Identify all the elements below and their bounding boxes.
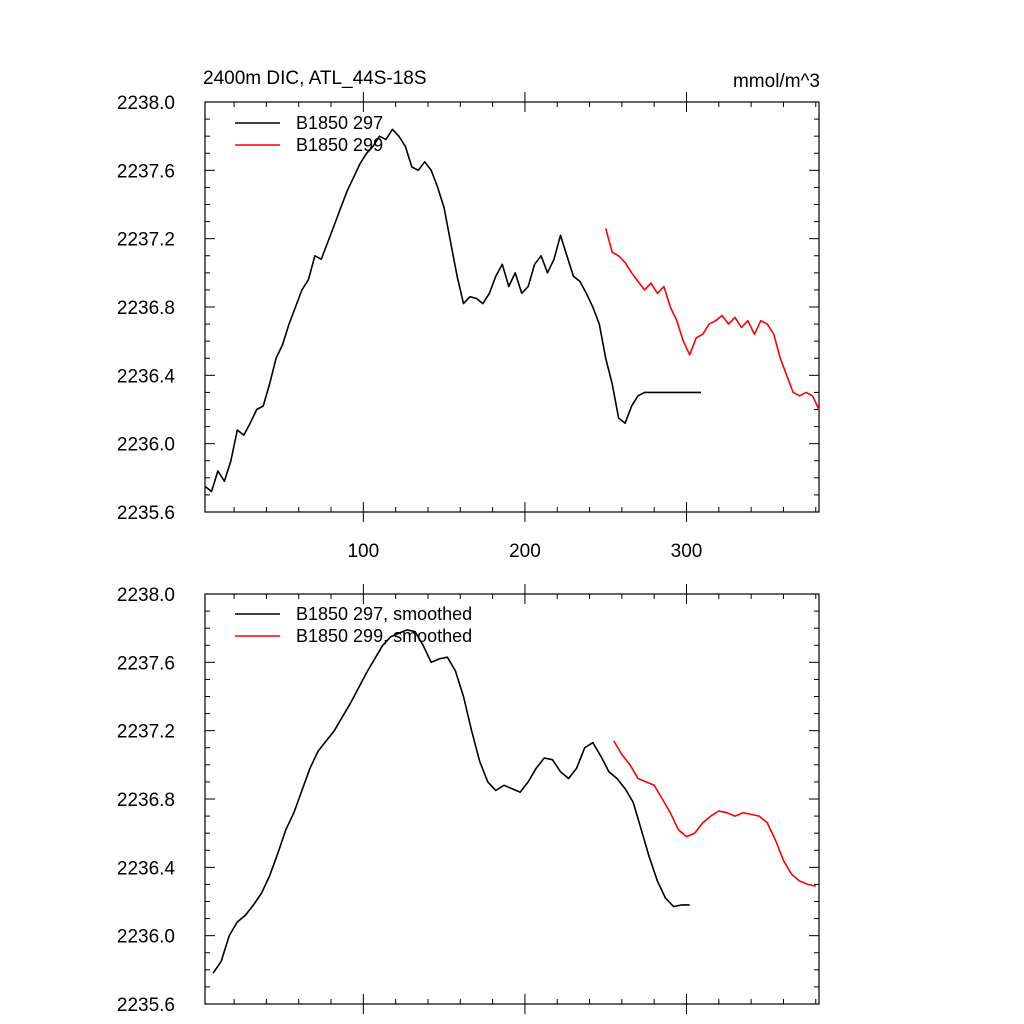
series-line-1 bbox=[204, 128, 701, 493]
y-tick-label: 2236.0 bbox=[117, 435, 175, 456]
y-tick-label: 2236.4 bbox=[117, 858, 176, 879]
y-tick-label: 2236.0 bbox=[117, 927, 175, 948]
top-series-lines bbox=[204, 128, 820, 493]
y-tick-label: 2237.6 bbox=[117, 653, 175, 674]
top-legend: B1850 297 B1850 299 bbox=[235, 113, 383, 155]
x-tick-label: 200 bbox=[509, 541, 541, 562]
series-line-1 bbox=[212, 629, 690, 974]
series-line-2 bbox=[604, 228, 820, 410]
bottom-panel: 2235.6 2236.0 2236.4 2236.8 2237.2 2237.6 2238… bbox=[117, 584, 820, 1016]
y-tick-label: 2237.2 bbox=[117, 230, 175, 251]
x-tick-label: 100 bbox=[347, 541, 379, 562]
y-tick-label: 2237.2 bbox=[117, 722, 175, 743]
bottom-tick-marks bbox=[205, 584, 819, 1014]
y-tick-label: 2238.0 bbox=[117, 585, 175, 606]
x-tick-label: 300 bbox=[671, 541, 703, 562]
y-tick-label: 2237.6 bbox=[117, 161, 175, 182]
bottom-y-tick-labels: 2235.6 2236.0 2236.4 2236.8 2237.2 2237.6 2238… bbox=[117, 585, 176, 1016]
series-line-2 bbox=[613, 740, 816, 887]
legend-label-smoothed-2: B1850 299, smoothed bbox=[296, 626, 472, 646]
bottom-plot-frame bbox=[204, 593, 820, 1005]
top-plot-frame bbox=[204, 101, 820, 513]
y-tick-label: 2236.8 bbox=[117, 298, 175, 319]
top-tick-marks bbox=[205, 92, 819, 522]
bottom-series-lines bbox=[212, 629, 816, 974]
y-tick-label: 2235.6 bbox=[117, 995, 175, 1016]
y-tick-label: 2238.0 bbox=[117, 93, 175, 114]
bottom-legend: B1850 297, smoothed B1850 299, smoothed bbox=[235, 604, 472, 646]
legend-label-series-1: B1850 297 bbox=[296, 113, 383, 133]
units-label: mmol/m^3 bbox=[733, 71, 820, 92]
legend-label-smoothed-1: B1850 297, smoothed bbox=[296, 604, 472, 624]
y-tick-label: 2236.8 bbox=[117, 790, 175, 811]
chart-title: 2400m DIC, ATL_44S-18S bbox=[203, 68, 427, 89]
y-tick-label: 2235.6 bbox=[117, 503, 175, 524]
top-x-tick-labels: 100 200 300 bbox=[347, 541, 702, 562]
y-tick-label: 2236.4 bbox=[117, 366, 176, 387]
top-y-tick-labels: 2235.6 2236.0 2236.4 2236.8 2237.2 2237.6 2238… bbox=[117, 93, 176, 524]
legend-label-series-2: B1850 299 bbox=[296, 135, 383, 155]
top-panel: 2400m DIC, ATL_44S-18S mmol/m^3 2235.622… bbox=[117, 68, 820, 562]
